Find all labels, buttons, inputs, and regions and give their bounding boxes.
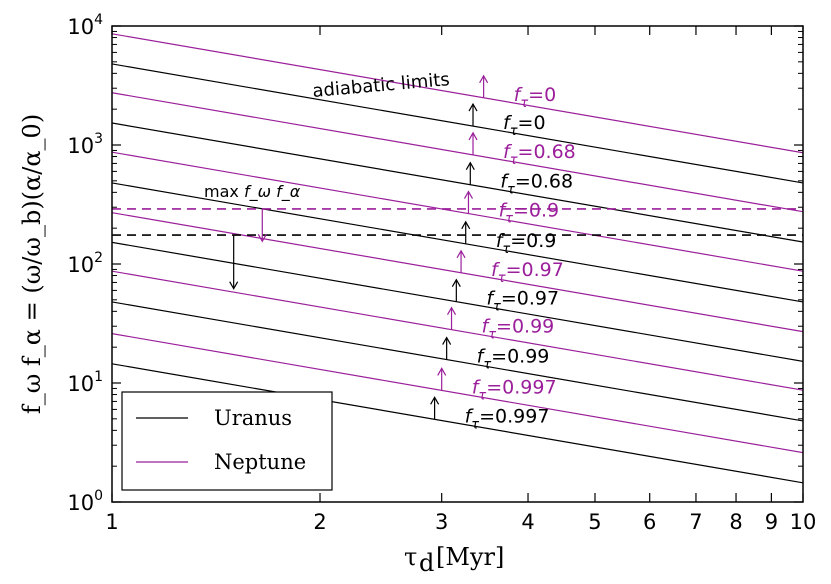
arrow-layer [229,74,489,420]
max-annotation: max f_ω f_α [204,182,301,202]
x-tick-label-7: 7 [689,510,702,534]
legend: Uranus Neptune [121,391,333,491]
adiabatic-arrow-9 [447,306,457,330]
y-tick-label-10000: 104 [67,12,103,39]
series-label-1: fτ=0 [514,84,557,111]
series-line-5 [112,151,803,272]
adiabatic-arrow-3 [468,131,478,155]
series-label-7: fτ=0.97 [491,259,564,286]
series-line-11 [112,333,803,454]
series-label-11: fτ=0.997 [472,376,557,403]
series-label-9: fτ=0.99 [482,316,555,343]
x-tick-label-3: 3 [435,510,448,534]
series-label-10: fτ=0.99 [477,346,550,373]
adiabatic-arrow-1 [479,74,489,98]
label-layer: fτ=0fτ=0fτ=0.68fτ=0.68fτ=0.9fτ=0.9fτ=0.9… [465,84,576,433]
y-tick-label-1000: 103 [67,131,103,158]
tick-layer: 1 2 3 4 5 6 7 8 9 10 100 101 102 103 104 [67,12,816,534]
adiabatic-arrow-11 [437,367,447,391]
adiabatic-arrow-12 [430,396,440,420]
series-layer [112,33,803,484]
legend-label-uranus: Uranus [214,406,292,430]
max-arrow-uranus [229,235,239,290]
adiabatic-arrow-5 [463,190,473,214]
x-tick-label-4: 4 [521,510,534,534]
series-line-8 [112,241,803,362]
series-line-4 [112,122,803,243]
series-line-2 [112,63,803,184]
series-line-7 [112,212,803,333]
series-label-12: fτ=0.997 [465,405,550,432]
series-line-1 [112,33,803,154]
legend-box [121,391,333,491]
series-label-3: fτ=0.68 [503,141,576,168]
series-line-12 [112,363,803,484]
x-tick-label-10: 10 [790,510,817,534]
adiabatic-arrow-10 [442,336,452,360]
y-tick-label-100: 102 [67,250,103,277]
adiabatic-arrow-2 [468,102,478,127]
x-axis-subscript: d [419,549,434,577]
adiabatic-arrow-7 [456,249,466,273]
adiabatic-arrow-4 [465,161,475,185]
x-tick-label-5: 5 [588,510,601,534]
x-tick-label-2: 2 [313,510,326,534]
series-label-4: fτ=0.68 [500,171,573,198]
y-axis-title: f_ω f_α = (ω/ω_b)(α/α_0) [18,114,46,414]
series-label-6: fτ=0.9 [496,230,557,257]
x-tick-label-1: 1 [105,510,118,534]
series-label-8: fτ=0.97 [486,288,559,315]
max-expression: f_ω f_α [244,182,301,202]
y-tick-label-1: 100 [67,488,103,515]
adiabatic-limits-label: adiabatic limits [312,69,451,102]
adiabatic-arrow-6 [461,220,471,244]
x-tick-label-6: 6 [643,510,656,534]
series-line-10 [112,301,803,422]
x-tick-label-8: 8 [729,510,742,534]
adiabatic-arrow-8 [451,278,461,302]
max-prefix: max [204,182,239,201]
series-line-6 [112,182,803,303]
legend-label-neptune: Neptune [214,450,306,474]
series-line-3 [112,92,803,213]
x-tick-label-9: 9 [765,510,778,534]
x-axis-symbol: τ [404,543,417,571]
x-axis-unit: [Myr] [436,543,504,571]
x-axis-title: τ d [Myr] [404,543,504,577]
max-arrow-neptune [257,208,267,243]
series-label-2: fτ=0 [503,112,546,139]
series-label-5: fτ=0.9 [498,200,559,227]
y-tick-label-10: 101 [67,369,103,396]
series-line-9 [112,270,803,391]
